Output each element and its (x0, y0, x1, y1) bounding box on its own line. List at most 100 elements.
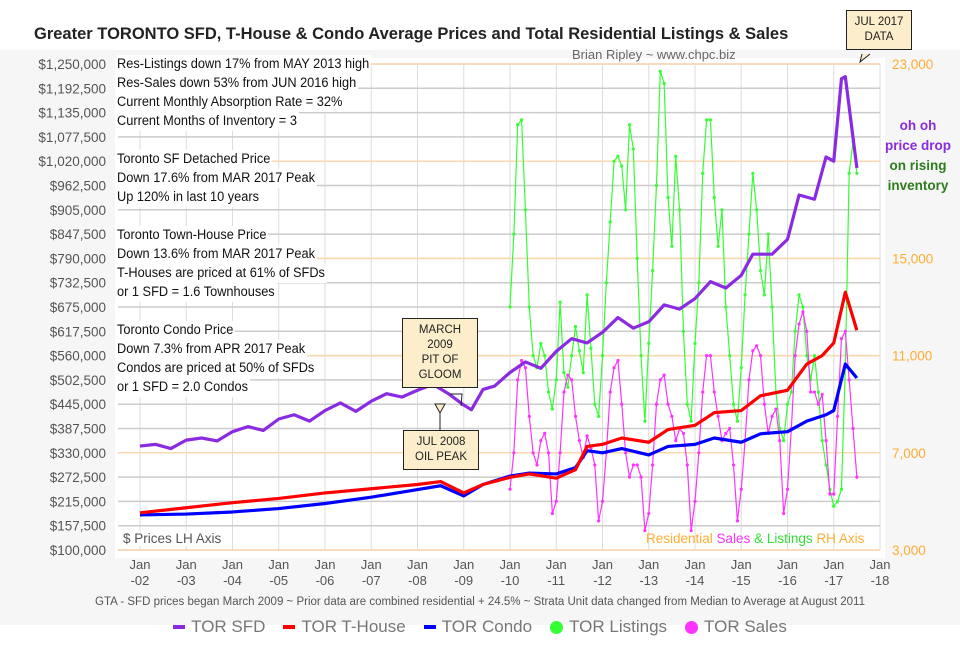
data-point (647, 341, 651, 346)
data-point (782, 439, 786, 443)
data-point (747, 378, 751, 382)
callout-line: JUL 2008 (416, 436, 466, 448)
data-point (662, 81, 666, 86)
data-point (531, 451, 535, 455)
data-point (635, 256, 639, 260)
data-point (666, 196, 670, 200)
data-point (643, 419, 647, 423)
lh-axis-label: $ Prices LH Axis (123, 531, 222, 546)
data-point (774, 407, 778, 411)
annotation-line: oh oh (899, 118, 937, 133)
annotation-line: inventory (887, 178, 949, 193)
data-point (681, 329, 686, 333)
data-point (704, 354, 709, 358)
rh-label-part: & Listings (750, 531, 813, 546)
left-tick-label: $445,000 (50, 397, 106, 412)
note-line: Condos are priced at 50% of SFDs (117, 359, 317, 378)
chart-title: Greater TORONTO SFD, T-House & Condo Ave… (34, 25, 789, 43)
data-point (543, 354, 547, 358)
note-line: T-Houses are priced at 61% of SFDs (117, 264, 327, 283)
data-point (762, 293, 766, 297)
data-point (546, 390, 551, 394)
callout-pit-of-gloom: MARCH 2009 PIT OF GLOOM (402, 318, 478, 388)
callout-line: DATA (864, 31, 894, 43)
legend-dot-icon (685, 620, 699, 634)
data-point (689, 419, 693, 423)
data-point (820, 392, 824, 397)
x-tick-label: Jan -10 (500, 557, 521, 588)
data-point (654, 402, 659, 406)
note-line: Toronto SF Detached Price (117, 150, 273, 169)
legend-label: TOR T-House (301, 617, 406, 636)
data-point (519, 118, 524, 122)
data-point (546, 451, 551, 455)
data-point (731, 463, 736, 467)
left-tick-label: $502,500 (50, 373, 106, 388)
data-point (728, 426, 732, 431)
data-point (573, 414, 578, 418)
data-point (512, 451, 516, 455)
thouse-notes: Toronto Town-House Price Down 13.6% from… (117, 226, 327, 302)
left-tick-label: $1,077,500 (38, 130, 106, 145)
data-point (739, 366, 743, 370)
annotation-line: price drop (884, 138, 951, 153)
note-line: Up 120% in last 10 years (117, 188, 261, 207)
left-tick-label: $1,135,000 (38, 106, 106, 121)
data-point (570, 378, 574, 382)
data-point (697, 451, 701, 455)
data-point (801, 305, 805, 309)
legend-item-thouse[interactable]: TOR T-House (283, 617, 406, 637)
data-point (662, 373, 666, 377)
legend-item-listings[interactable]: TOR Listings (550, 617, 667, 637)
note-line: Down 17.6% from MAR 2017 Peak (117, 169, 317, 188)
data-point (782, 511, 786, 516)
left-tick-label: $100,000 (50, 543, 106, 558)
data-point (785, 487, 790, 491)
data-point (558, 451, 562, 455)
callout-pointer (434, 403, 446, 415)
data-point (801, 310, 805, 314)
data-point (593, 463, 597, 467)
data-point (824, 463, 828, 467)
data-point (585, 293, 589, 297)
data-point (701, 171, 705, 175)
left-tick-label: $1,192,500 (38, 81, 106, 96)
sfd-notes: Toronto SF Detached Price Down 17.6% fro… (117, 150, 317, 207)
data-point (716, 244, 720, 248)
left-tick-label: $387,500 (50, 422, 106, 437)
data-point (604, 281, 608, 285)
data-point (631, 147, 635, 151)
data-point (708, 354, 713, 358)
data-point (654, 183, 659, 188)
data-point (674, 439, 678, 443)
data-point (739, 487, 743, 491)
data-point (651, 463, 655, 467)
data-point (693, 341, 697, 346)
data-point (797, 293, 801, 297)
legend-label: TOR Sales (704, 617, 787, 636)
legend-label: TOR Listings (569, 617, 668, 636)
left-tick-label: $157,500 (50, 519, 106, 534)
data-point (770, 414, 774, 418)
legend-item-sfd[interactable]: TOR SFD (173, 617, 265, 637)
data-point (755, 208, 759, 212)
data-point (697, 281, 701, 285)
data-point (566, 385, 570, 389)
data-point (508, 305, 512, 309)
legend-item-sales[interactable]: TOR Sales (685, 617, 787, 637)
market-notes: Res-Listings down 17% from MAY 2013 high… (117, 55, 371, 131)
data-point (558, 300, 562, 304)
data-point (600, 499, 605, 503)
data-point (758, 354, 763, 358)
data-point (550, 407, 554, 411)
data-point (712, 390, 716, 394)
data-point (701, 390, 705, 394)
data-point (724, 305, 728, 309)
data-point (728, 354, 732, 358)
data-point (550, 511, 554, 516)
data-point (658, 378, 662, 382)
data-point (724, 431, 728, 435)
legend-item-condo[interactable]: TOR Condo (423, 617, 532, 637)
data-point (816, 402, 820, 406)
data-point (635, 463, 639, 467)
